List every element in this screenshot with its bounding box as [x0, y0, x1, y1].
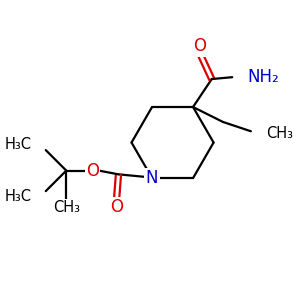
Text: CH₃: CH₃	[266, 126, 293, 141]
Text: H₃C: H₃C	[5, 189, 32, 204]
Text: O: O	[110, 198, 123, 216]
Text: O: O	[86, 162, 99, 180]
Text: NH₂: NH₂	[247, 68, 279, 86]
Text: CH₃: CH₃	[53, 200, 80, 215]
Text: N: N	[146, 169, 158, 187]
Text: H₃C: H₃C	[5, 137, 32, 152]
Text: O: O	[193, 38, 206, 56]
